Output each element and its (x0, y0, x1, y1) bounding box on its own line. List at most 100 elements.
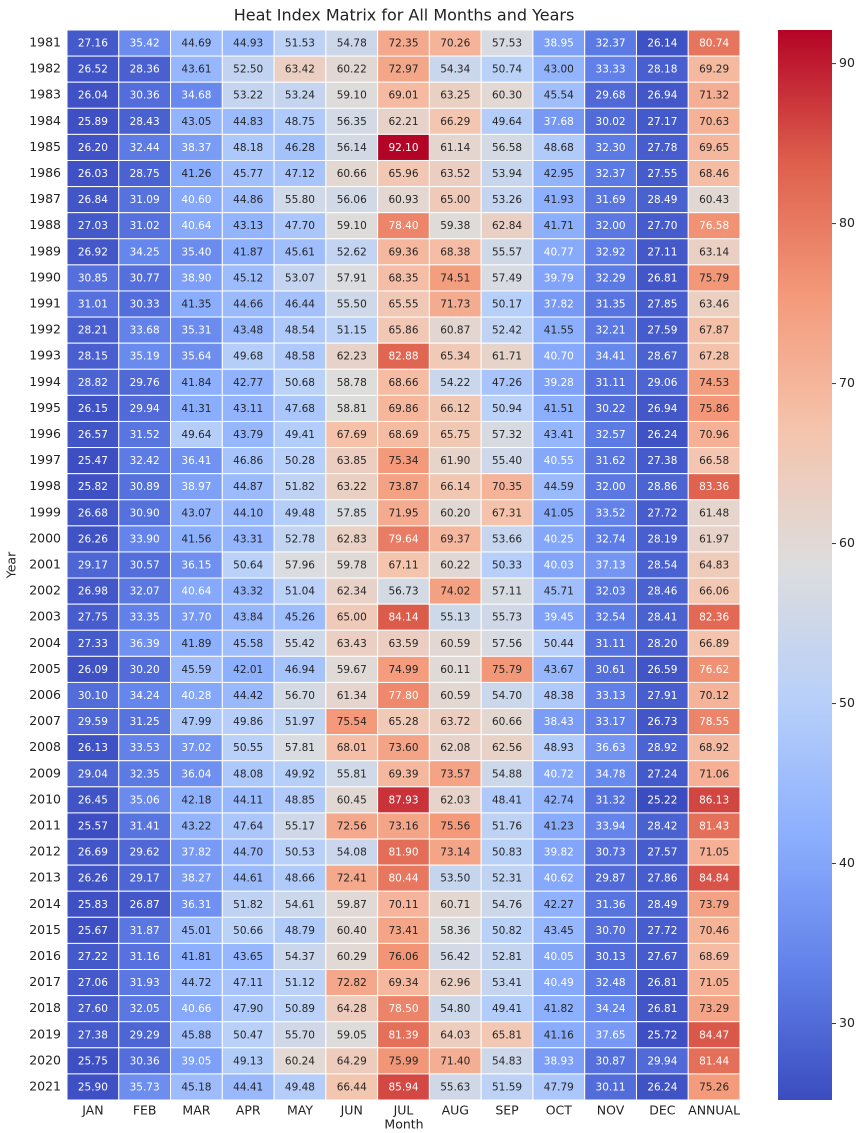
cell-label: 48.54 (285, 325, 315, 337)
heat-cell (377, 107, 430, 135)
cell-label: 38.93 (544, 1055, 574, 1067)
cell-label: 43.45 (544, 925, 574, 937)
heat-cell (532, 159, 586, 188)
cell-label: 62.56 (492, 742, 522, 754)
cell-label: 25.82 (78, 481, 108, 493)
heat-cell (118, 29, 172, 57)
cell-label: 73.87 (388, 481, 418, 493)
cell-label: 56.35 (337, 116, 367, 128)
cell-label: 68.69 (388, 429, 418, 441)
y-tick-label: 1981 (29, 35, 61, 50)
cell-label: 63.85 (337, 455, 367, 467)
cell-label: 75.54 (337, 716, 367, 728)
cell-label: 32.92 (596, 246, 626, 258)
heat-cell (687, 107, 741, 135)
cell-label: 60.66 (337, 168, 367, 180)
heat-cell (273, 603, 327, 631)
heat-cell (687, 1021, 741, 1049)
heat-cell (635, 577, 689, 605)
cell-label: 36.15 (181, 560, 211, 572)
cell-label: 47.12 (285, 168, 315, 180)
cell-label: 26.92 (78, 246, 108, 258)
heat-cell (532, 995, 586, 1023)
y-tick-label: 2007 (29, 713, 61, 728)
cell-label: 73.60 (388, 742, 418, 754)
cell-label: 70.12 (699, 690, 729, 702)
cell-label: 40.03 (544, 560, 574, 572)
heat-cell (118, 890, 172, 918)
cell-label: 27.60 (78, 1003, 108, 1015)
heat-cell (221, 1021, 275, 1049)
cell-label: 44.72 (181, 977, 211, 989)
cell-label: 65.00 (337, 612, 367, 624)
cell-label: 71.40 (440, 1055, 470, 1067)
cell-label: 28.19 (647, 533, 677, 545)
cell-label: 41.35 (181, 299, 211, 311)
y-tick-label: 1990 (29, 269, 61, 284)
cell-label: 47.70 (285, 220, 315, 232)
cell-label: 41.84 (181, 377, 211, 389)
y-tick-label: 1997 (29, 452, 61, 467)
cell-label: 44.61 (233, 873, 263, 885)
heat-cell (325, 186, 379, 214)
cell-label: 75.79 (492, 664, 522, 676)
cell-label: 26.26 (78, 533, 108, 545)
y-tick-label: 1996 (29, 426, 61, 441)
heat-cell (377, 55, 430, 83)
y-tick-label: 2011 (29, 817, 61, 832)
chart-title: Heat Index Matrix for All Months and Yea… (234, 6, 575, 25)
heat-cell (584, 525, 637, 553)
heat-cell (687, 838, 741, 866)
y-tick-label: 1992 (29, 322, 61, 337)
cell-label: 39.05 (181, 1055, 211, 1067)
cell-label: 26.69 (78, 847, 108, 859)
heat-cell (66, 629, 120, 657)
cell-label: 57.81 (285, 742, 315, 754)
heat-cell (687, 942, 741, 971)
cell-label: 36.39 (130, 638, 160, 650)
heat-cell (428, 473, 482, 501)
cell-label: 84.14 (388, 612, 418, 624)
heat-cell (118, 864, 172, 892)
x-tick-label: AUG (442, 1103, 469, 1118)
cell-label: 47.79 (544, 1081, 574, 1093)
heat-cell (687, 1047, 741, 1075)
cell-label: 30.33 (130, 299, 160, 311)
heat-cell (66, 290, 120, 318)
cell-label: 28.54 (647, 560, 677, 572)
cell-label: 48.08 (233, 768, 263, 780)
cell-label: 27.91 (647, 690, 677, 702)
heat-cell (635, 1073, 689, 1101)
cell-label: 75.26 (699, 1081, 729, 1093)
cell-label: 45.88 (181, 1029, 211, 1041)
cell-label: 42.74 (544, 794, 574, 806)
cell-label: 50.82 (492, 925, 522, 937)
cell-label: 56.06 (337, 194, 367, 206)
cell-label: 30.85 (78, 272, 108, 284)
cell-label: 56.58 (492, 142, 522, 154)
heat-cell (273, 1073, 327, 1101)
heat-cell (635, 969, 689, 997)
heat-cell (221, 995, 275, 1023)
cell-label: 31.36 (596, 899, 626, 911)
cell-label: 60.87 (440, 325, 470, 337)
cell-label: 32.48 (596, 977, 626, 989)
heat-cell (221, 864, 275, 892)
heat-cell (66, 133, 120, 161)
heat-cell (584, 186, 637, 214)
heat-cell (687, 420, 741, 449)
cell-label: 58.81 (337, 403, 367, 415)
cell-label: 76.62 (699, 664, 729, 676)
y-tick-label: 2004 (29, 635, 61, 650)
cell-label: 72.56 (337, 820, 367, 832)
heat-cell (687, 708, 741, 736)
cell-label: 42.77 (233, 377, 263, 389)
y-tick-label: 1993 (29, 348, 61, 363)
cell-label: 29.76 (130, 377, 160, 389)
cell-label: 49.68 (233, 351, 263, 363)
cell-label: 41.51 (544, 403, 574, 415)
heat-cell (66, 786, 120, 814)
cell-label: 62.03 (440, 794, 470, 806)
heat-cell (118, 159, 172, 188)
cell-label: 60.22 (440, 560, 470, 572)
